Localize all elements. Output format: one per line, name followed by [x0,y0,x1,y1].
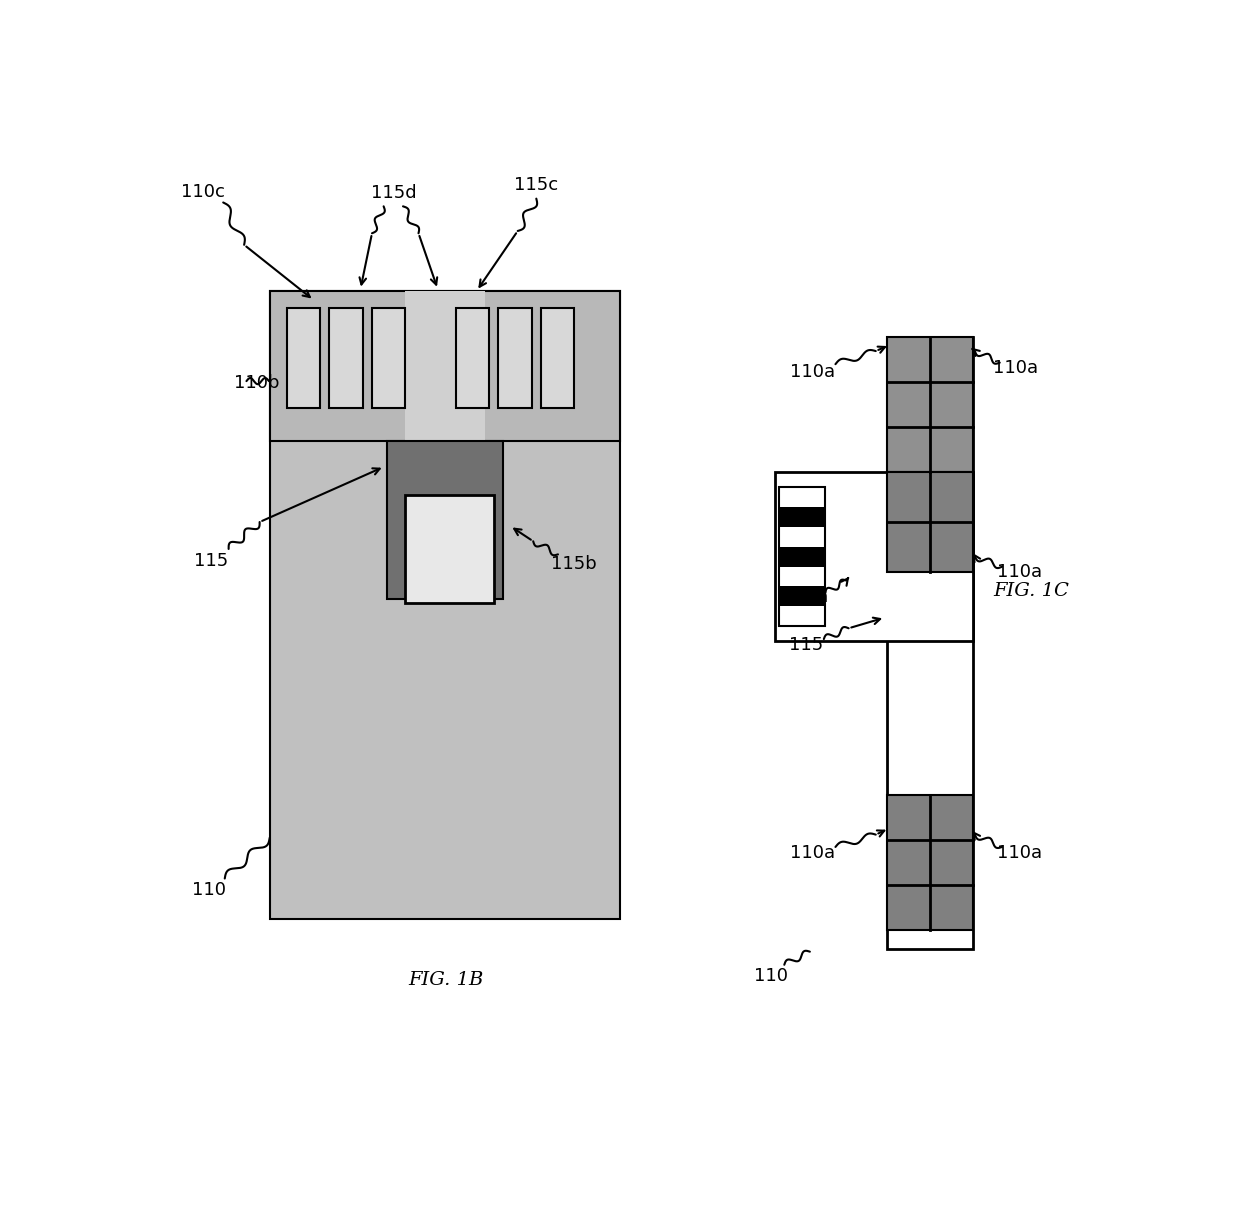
Bar [405,496,495,603]
Text: FIG. 1B: FIG. 1B [408,971,484,989]
Bar [779,487,826,626]
Bar [541,308,574,408]
Text: 110a: 110a [997,563,1042,581]
Text: 110a: 110a [993,359,1038,377]
Text: 115d: 115d [371,185,417,203]
Text: 110a: 110a [790,844,835,862]
Text: FIG. 1C: FIG. 1C [993,582,1069,601]
Bar [270,291,620,919]
Bar [330,308,362,408]
Text: 115c: 115c [515,176,558,194]
Bar [286,308,320,408]
Text: 110: 110 [192,882,226,900]
Bar [372,308,405,408]
Bar [404,291,485,441]
Text: 110c: 110c [181,183,224,201]
Bar [888,472,972,572]
Bar [387,441,503,599]
Text: 115: 115 [789,637,823,654]
Text: 110a: 110a [790,363,835,381]
Text: 115b: 115b [551,556,596,573]
Bar [888,338,972,949]
Bar [270,291,620,441]
Bar [779,586,826,607]
Bar [888,796,972,930]
Text: 115a: 115a [784,589,828,607]
Bar [779,546,826,567]
Bar [779,508,826,527]
Text: 115: 115 [193,551,228,569]
Bar [456,308,489,408]
Text: 110: 110 [754,967,789,985]
Text: 110a: 110a [997,844,1042,862]
Bar [775,472,972,642]
Text: 110b: 110b [234,374,279,392]
Bar [498,308,532,408]
Bar [888,338,972,472]
